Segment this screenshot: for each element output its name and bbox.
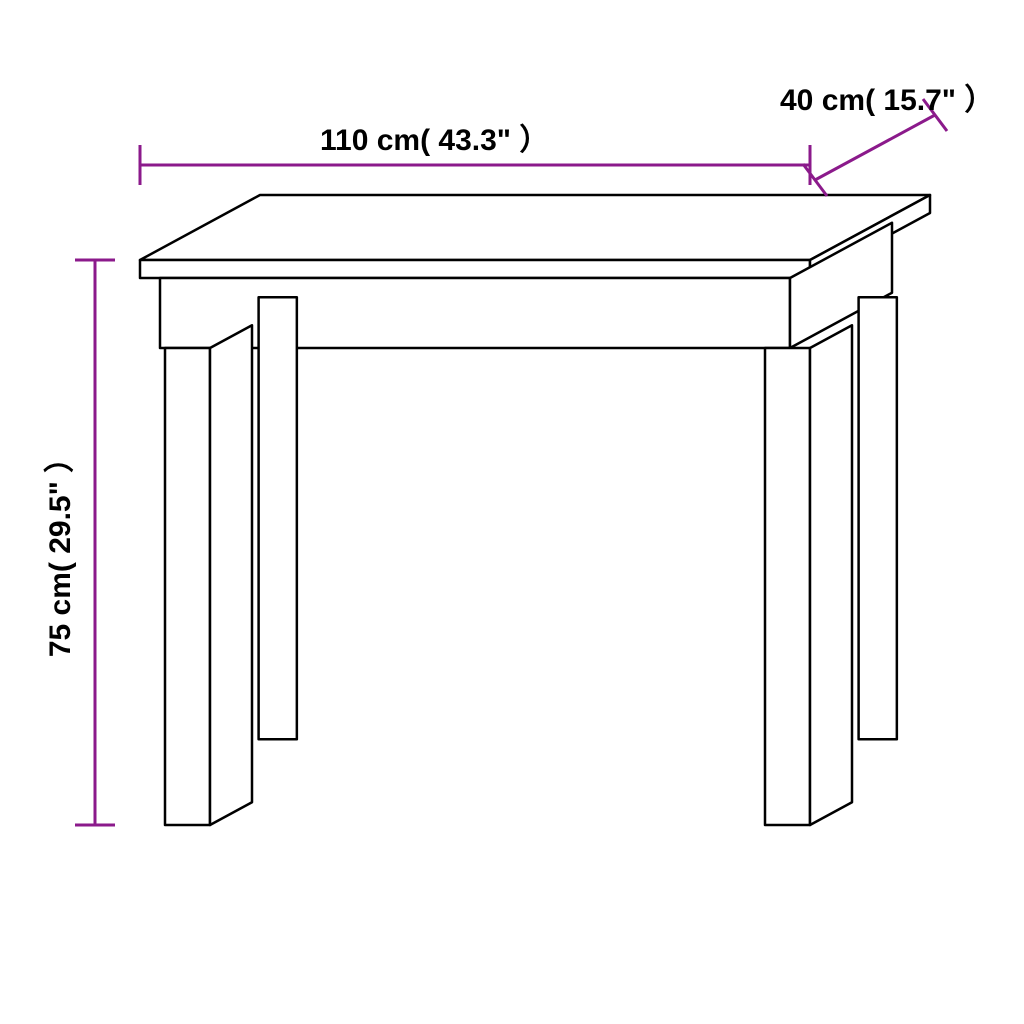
table-leg-front-left: [165, 348, 210, 825]
dimension-depth-label: 40 cm( 15.7" ）: [780, 83, 994, 117]
dimension-depth-tick-start: [803, 164, 827, 196]
dimension-width-label: 110 cm( 43.3" ）: [320, 123, 549, 157]
table-drawing: [140, 195, 930, 825]
table-leg-front-right-side: [810, 325, 852, 825]
table-leg-front-left-side: [210, 325, 252, 825]
table-leg-front-right: [765, 348, 810, 825]
table-top-front-edge: [140, 260, 810, 278]
table-leg-back-right: [859, 297, 897, 739]
dimension-depth-line: [815, 115, 935, 180]
dimension-height-label: 75 cm( 29.5" ）: [43, 443, 77, 657]
table-top-surface: [140, 195, 930, 260]
table-leg-back-left: [259, 297, 297, 739]
table-apron-front: [160, 278, 790, 348]
